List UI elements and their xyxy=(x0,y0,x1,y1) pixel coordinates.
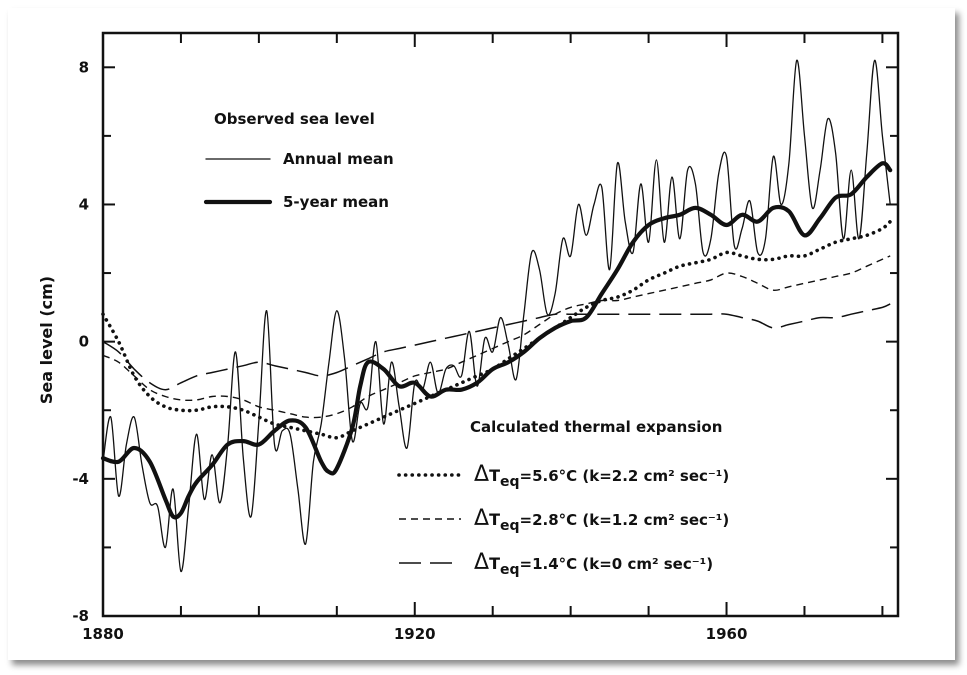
legend: Observed sea level Calculated thermal ex… xyxy=(203,110,729,578)
series-line-short-dash xyxy=(102,255,891,419)
axis-ticks: -8 -4 0 4 8 1880 1920 1960 xyxy=(72,33,898,643)
y-tick-label: -4 xyxy=(72,470,89,488)
plot-area xyxy=(101,31,900,618)
legend-label-calc: ΔTeq=5.6°C (k=2.2 cm² sec⁻¹) xyxy=(474,462,729,490)
x-tick-label: 1960 xyxy=(706,625,748,643)
series-line-dotted xyxy=(101,219,892,440)
y-axis-title: Sea level (cm) xyxy=(37,276,56,404)
y-tick-label: 0 xyxy=(79,333,89,351)
legend-label-calc: ΔTeq=2.8°C (k=1.2 cm² sec⁻¹) xyxy=(474,506,729,534)
legend-observed-title: Observed sea level xyxy=(214,110,375,128)
x-tick-label: 1920 xyxy=(394,625,436,643)
legend-label-5yr: 5-year mean xyxy=(283,193,389,211)
plot-border xyxy=(101,31,900,618)
x-tick-label: 1880 xyxy=(82,625,124,643)
series-line-thick xyxy=(100,161,893,520)
y-tick-label: 8 xyxy=(79,58,89,76)
legend-label-calc: ΔTeq=1.4°C (k=0 cm² sec⁻¹) xyxy=(474,550,713,578)
data-series xyxy=(100,59,893,573)
y-tick-label: 4 xyxy=(79,195,89,213)
figure-frame xyxy=(8,8,955,660)
series-line-thin xyxy=(102,59,891,573)
legend-calculated-title: Calculated thermal expansion xyxy=(470,418,722,436)
legend-label-annual: Annual mean xyxy=(283,150,394,168)
y-tick-label: -8 xyxy=(72,607,89,625)
series-line-long-dash xyxy=(102,303,891,391)
